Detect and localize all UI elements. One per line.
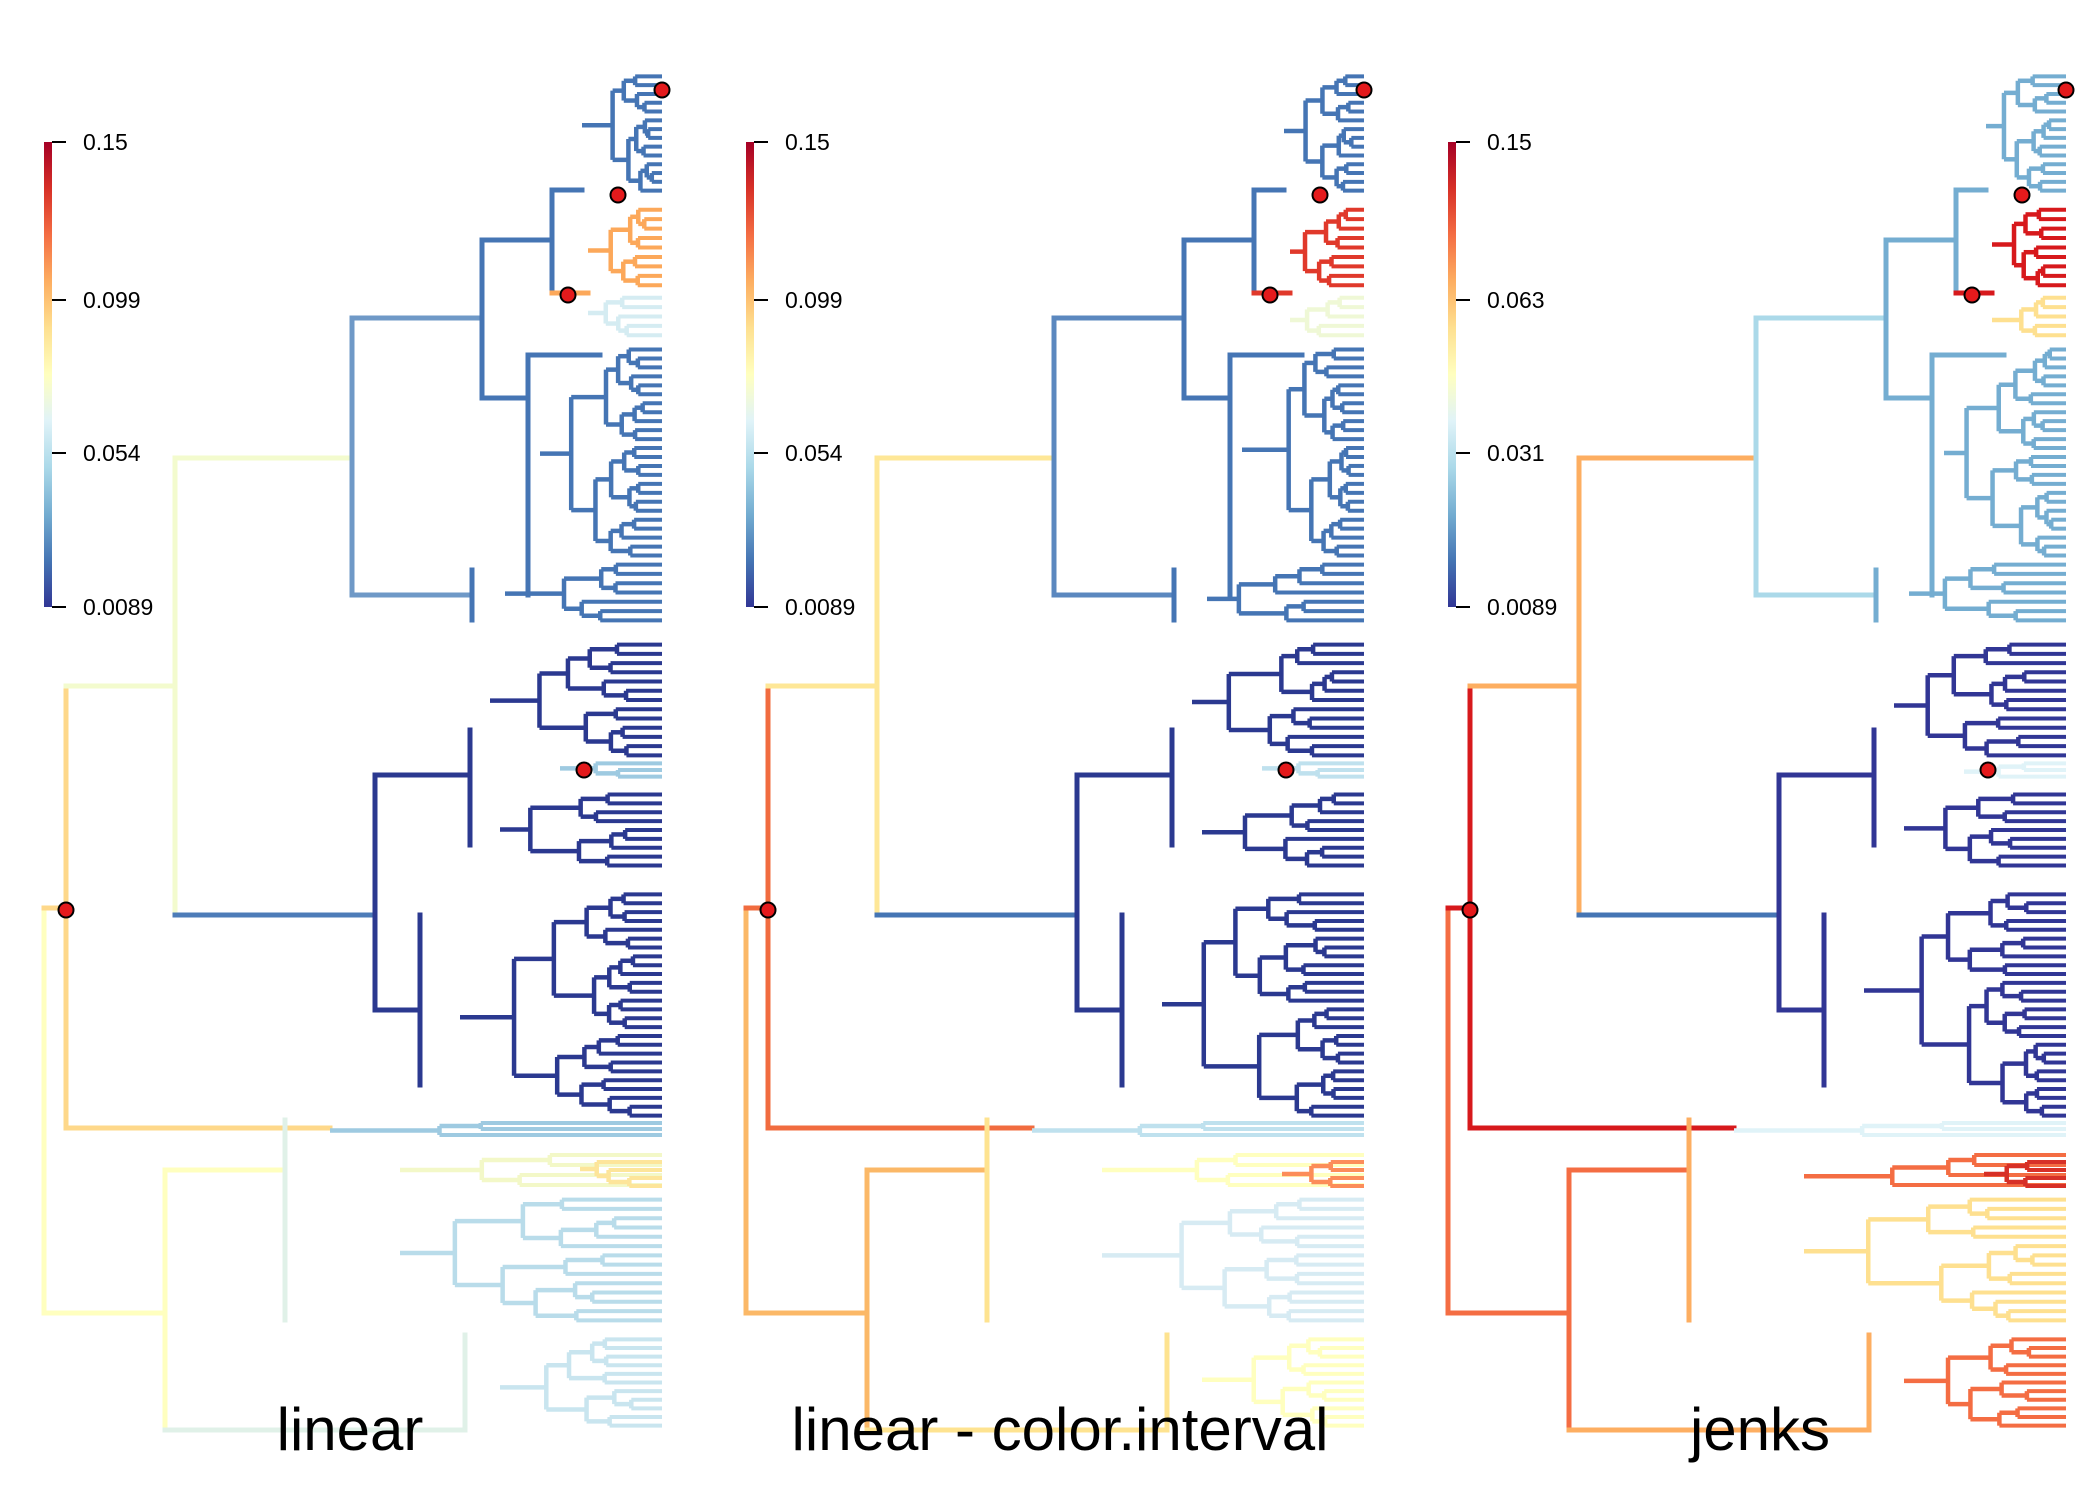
color-legend: 0.15 0.099 0.054 0.0089 xyxy=(44,129,153,620)
legend-color-bar xyxy=(1448,142,1456,607)
node-marker xyxy=(57,901,75,919)
clade-navy-b xyxy=(1904,792,2066,868)
clade-bottom-yellow-tips xyxy=(580,1160,662,1188)
clade-mid-blue-2 xyxy=(505,562,662,623)
clade-bottom-b xyxy=(500,1337,662,1428)
node-marker xyxy=(1311,186,1329,204)
legend-tick-label: 0.15 xyxy=(785,129,830,155)
clade-bottom-b xyxy=(1202,1337,1364,1428)
clade-mid-blue-2 xyxy=(1207,562,1364,623)
node-marker xyxy=(759,901,777,919)
clade-top-blue xyxy=(1986,74,2066,193)
clade-mid-blue xyxy=(1242,347,1364,558)
node-marker xyxy=(2057,81,2075,99)
node-marker xyxy=(1963,286,1981,304)
clade-thin-stem xyxy=(330,1121,662,1137)
tree-panel-linear-color-interval: 0.15 0.099 0.054 0.0089 xyxy=(743,74,1373,1433)
clade-thin-stem xyxy=(1734,1121,2066,1137)
node-marker xyxy=(1979,761,1997,779)
clade-navy-a xyxy=(1894,642,2066,758)
clade-navy-a xyxy=(490,642,662,758)
clade-bottom-yellow xyxy=(1102,1153,1364,1187)
legend-tick-label: 0.063 xyxy=(1487,287,1545,313)
legend-tick-label: 0.031 xyxy=(1487,440,1545,466)
node-marker xyxy=(1461,901,1479,919)
color-legend: 0.15 0.063 0.031 0.0089 xyxy=(1448,129,1557,620)
clade-navy-thin xyxy=(1262,761,1364,779)
clade-thin-stem xyxy=(1032,1121,1364,1137)
panel-title-linear: linear xyxy=(276,1396,424,1463)
clade-navy-thin xyxy=(560,761,662,779)
phylogenetic-tree xyxy=(1445,74,2066,1433)
clade-bottom-yellow-tips xyxy=(1984,1160,2066,1188)
clade-top-pale xyxy=(588,295,662,338)
node-marker xyxy=(609,186,627,204)
legend-tick-label: 0.0089 xyxy=(1487,594,1557,620)
node-marker xyxy=(575,761,593,779)
node-marker xyxy=(1261,286,1279,304)
clade-navy-b xyxy=(1202,792,1364,868)
clade-bottom-light xyxy=(1102,1197,1364,1323)
clade-bottom-yellow-tips xyxy=(1282,1160,1364,1188)
clade-top-orange xyxy=(1992,207,2066,288)
clade-navy-a xyxy=(1192,642,1364,758)
legend-tick-label: 0.099 xyxy=(83,287,141,313)
clade-top-blue xyxy=(1284,74,1364,193)
node-marker xyxy=(653,81,671,99)
legend-color-bar xyxy=(44,142,52,607)
node-marker xyxy=(559,286,577,304)
clade-top-blue xyxy=(582,74,662,193)
phylogenetic-tree xyxy=(41,74,662,1433)
clade-top-pale xyxy=(1992,295,2066,338)
node-marker xyxy=(1277,761,1295,779)
clade-bottom-light xyxy=(1804,1197,2066,1323)
legend-tick-label: 0.15 xyxy=(83,129,128,155)
legend-tick-label: 0.15 xyxy=(1487,129,1532,155)
clade-top-pale xyxy=(1290,295,1364,338)
legend-tick-label: 0.0089 xyxy=(83,594,153,620)
panel-title-linear-color-interval: linear - color.interval xyxy=(791,1396,1329,1463)
clade-mid-blue xyxy=(540,347,662,558)
clade-mid-blue xyxy=(1944,347,2066,558)
phylogenetic-tree xyxy=(743,74,1364,1433)
clade-mid-blue-2 xyxy=(1909,562,2066,623)
tree-panel-jenks: 0.15 0.063 0.031 0.0089 xyxy=(1445,74,2075,1433)
clade-navy-c xyxy=(1162,892,1364,1118)
clade-navy-b xyxy=(500,792,662,868)
legend-color-bar xyxy=(746,142,754,607)
legend-tick-label: 0.054 xyxy=(785,440,843,466)
clade-navy-c xyxy=(460,892,662,1118)
clade-navy-thin xyxy=(1964,761,2066,779)
panel-title-jenks: jenks xyxy=(1689,1396,1831,1463)
color-legend: 0.15 0.099 0.054 0.0089 xyxy=(746,129,855,620)
legend-tick-label: 0.099 xyxy=(785,287,843,313)
clade-navy-c xyxy=(1864,892,2066,1118)
node-marker xyxy=(2013,186,2031,204)
node-marker xyxy=(1355,81,1373,99)
clade-top-orange xyxy=(1290,207,1364,288)
clade-bottom-light xyxy=(400,1197,662,1323)
legend-tick-label: 0.054 xyxy=(83,440,141,466)
legend-tick-label: 0.0089 xyxy=(785,594,855,620)
clade-top-orange xyxy=(588,207,662,288)
clade-bottom-b xyxy=(1904,1337,2066,1428)
tree-panel-linear: 0.15 0.099 0.054 0.0089 xyxy=(41,74,671,1433)
